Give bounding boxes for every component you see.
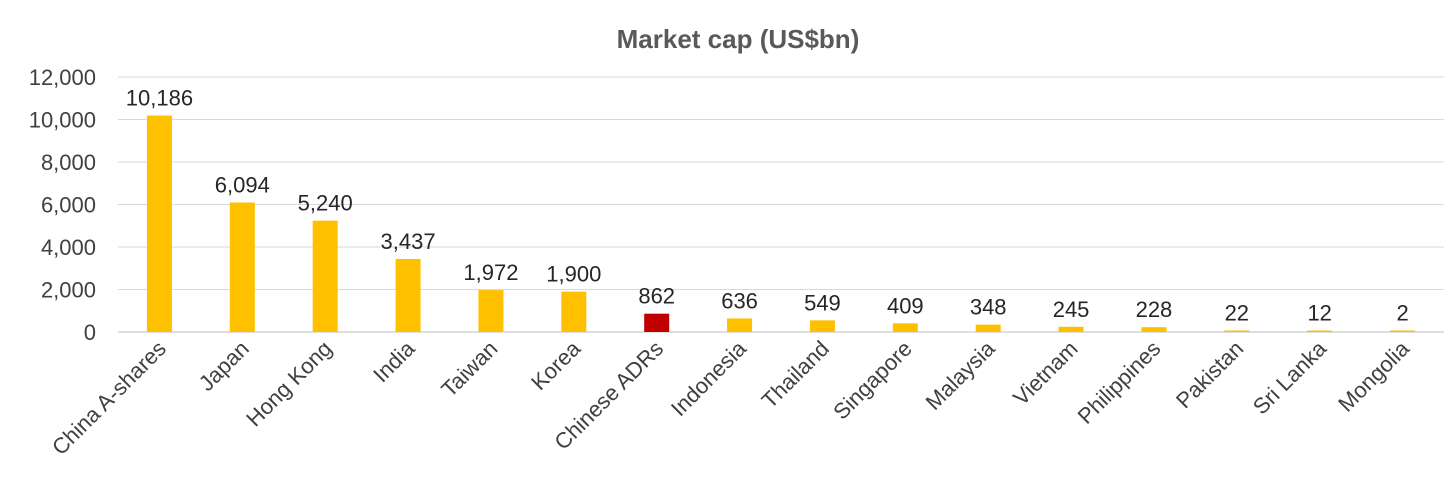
x-tick-label: Japan bbox=[194, 336, 254, 396]
bar bbox=[809, 320, 835, 332]
data-label: 409 bbox=[887, 293, 924, 318]
data-label: 245 bbox=[1053, 297, 1090, 322]
bars bbox=[146, 115, 1416, 332]
data-label: 12 bbox=[1307, 301, 1331, 326]
x-tick-label: Hong Kong bbox=[241, 336, 337, 432]
x-tick-label: Singapore bbox=[828, 336, 917, 425]
data-label: 5,240 bbox=[298, 191, 353, 216]
bar bbox=[229, 202, 255, 332]
bar bbox=[478, 290, 504, 332]
x-tick-label: Pakistan bbox=[1171, 336, 1248, 413]
x-tick-label: Malaysia bbox=[921, 335, 1001, 415]
data-label: 1,900 bbox=[546, 262, 601, 287]
y-tick-label: 6,000 bbox=[41, 193, 96, 218]
data-label: 3,437 bbox=[381, 229, 436, 254]
x-tick-label: Philippines bbox=[1073, 336, 1166, 429]
bar bbox=[1390, 330, 1416, 332]
data-labels: 10,186 6,094 5,240 3,437 1,972 1,900 862 636 549… bbox=[126, 86, 1409, 326]
x-tick-label: India bbox=[368, 335, 420, 387]
chart-title: Market cap (US$bn) bbox=[617, 24, 860, 54]
data-label: 348 bbox=[970, 295, 1007, 320]
data-label: 862 bbox=[638, 284, 675, 309]
bar bbox=[312, 220, 338, 332]
bar bbox=[1141, 327, 1167, 332]
x-tick-label: Vietnam bbox=[1008, 336, 1082, 410]
bar bbox=[892, 323, 918, 332]
data-label: 1,972 bbox=[463, 260, 518, 285]
y-tick-label: 4,000 bbox=[41, 235, 96, 260]
bar bbox=[395, 258, 421, 332]
data-label: 636 bbox=[721, 288, 758, 313]
x-tick-label: Thailand bbox=[757, 336, 834, 413]
y-tick-label: 8,000 bbox=[41, 150, 96, 175]
y-tick-label: 2,000 bbox=[41, 278, 96, 303]
gridlines bbox=[118, 76, 1444, 333]
x-tick-label: Taiwan bbox=[436, 336, 502, 402]
bar bbox=[1224, 330, 1250, 332]
bar bbox=[1058, 326, 1084, 332]
data-label: 549 bbox=[804, 290, 841, 315]
y-axis: 0 2,000 4,000 6,000 8,000 10,000 12,000 bbox=[29, 65, 96, 345]
data-label: 6,094 bbox=[215, 173, 270, 198]
x-tick-label: Mongolia bbox=[1333, 335, 1414, 416]
bar bbox=[975, 324, 1001, 332]
bar bbox=[561, 291, 587, 332]
y-tick-label: 12,000 bbox=[29, 65, 96, 90]
bar bbox=[727, 318, 753, 332]
data-label: 228 bbox=[1136, 297, 1173, 322]
y-tick-label: 0 bbox=[84, 320, 96, 345]
y-tick-label: 10,000 bbox=[29, 108, 96, 133]
x-tick-label: Korea bbox=[526, 335, 586, 395]
data-label: 2 bbox=[1396, 301, 1408, 326]
x-tick-label: Sri Lanka bbox=[1248, 335, 1332, 419]
x-tick-label: Indonesia bbox=[666, 335, 752, 421]
bar bbox=[1307, 330, 1333, 332]
x-tick-label: China A-shares bbox=[47, 336, 171, 460]
bar bbox=[644, 313, 670, 332]
bar bbox=[146, 115, 172, 332]
data-label: 10,186 bbox=[126, 86, 193, 111]
data-label: 22 bbox=[1225, 301, 1249, 326]
